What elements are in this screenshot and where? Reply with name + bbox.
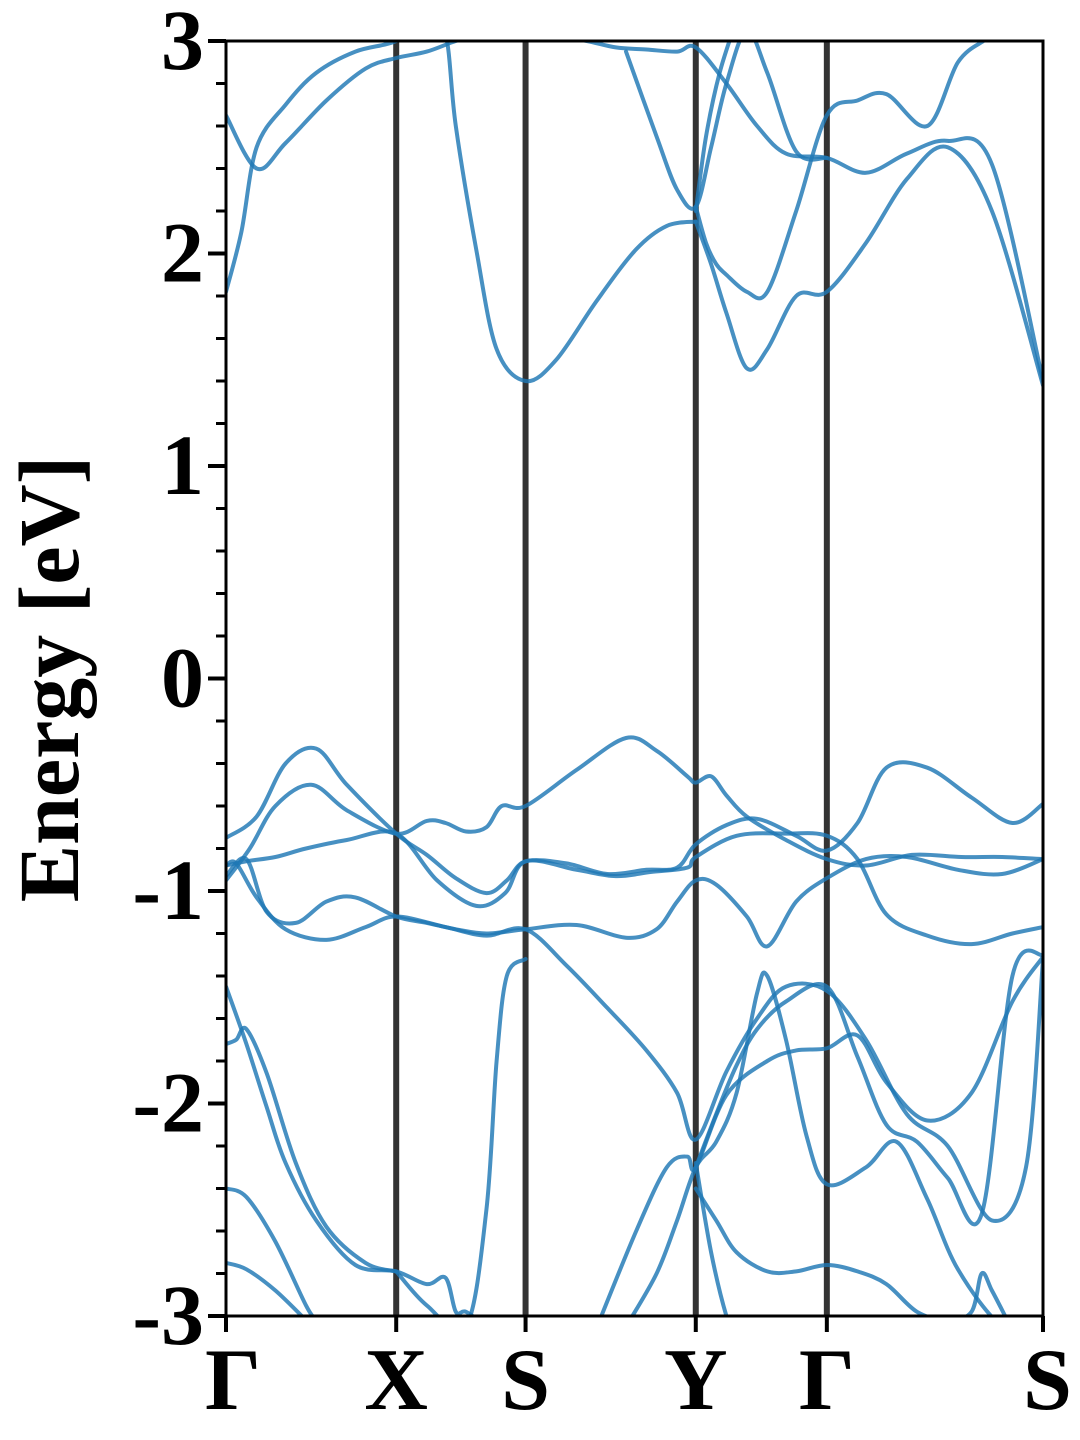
band-4 bbox=[226, 853, 1043, 949]
band-15 bbox=[394, 957, 528, 1316]
band-3 bbox=[226, 859, 1043, 1223]
x-tick-label-4: Γ bbox=[799, 1332, 855, 1429]
x-tick-label-1: X bbox=[364, 1332, 428, 1429]
kpoint-separator-lines bbox=[393, 41, 830, 1316]
band-1 bbox=[226, 745, 1043, 896]
band-lines bbox=[226, 41, 1043, 1316]
band-2 bbox=[226, 829, 1043, 947]
band-10 bbox=[693, 41, 732, 213]
x-tick-label-0: Γ bbox=[205, 1332, 261, 1429]
y-tick-label: 3 bbox=[161, 0, 204, 88]
band-8 bbox=[693, 41, 986, 301]
band-16 bbox=[599, 954, 1043, 1316]
y-axis-ticks: -3 -2 -1 0 1 2 3 bbox=[132, 0, 226, 1363]
y-tick-label: 1 bbox=[161, 417, 204, 513]
y-tick-label: -2 bbox=[132, 1055, 204, 1151]
y-axis-title: Energy [eV] bbox=[1, 456, 97, 903]
band-5 bbox=[226, 41, 1043, 383]
y-tick-label: -3 bbox=[132, 1267, 204, 1363]
band-14 bbox=[226, 1260, 305, 1316]
band-17 bbox=[630, 970, 994, 1316]
band-9 bbox=[624, 41, 829, 211]
band-19 bbox=[693, 1186, 1008, 1316]
y-tick-label: 2 bbox=[161, 205, 204, 301]
band-20 bbox=[693, 1161, 729, 1316]
band-7 bbox=[693, 144, 1043, 388]
band-18 bbox=[693, 948, 1043, 1227]
band-11 bbox=[226, 984, 476, 1316]
x-tick-label-5: S bbox=[1023, 1332, 1072, 1429]
x-tick-label-3: Y bbox=[664, 1332, 728, 1429]
y-tick-label: 0 bbox=[161, 630, 204, 726]
band-6 bbox=[226, 41, 698, 384]
y-tick-label: -1 bbox=[132, 842, 204, 938]
band-12 bbox=[226, 1025, 399, 1274]
band-13 bbox=[226, 1186, 315, 1316]
x-tick-label-2: S bbox=[501, 1332, 550, 1429]
